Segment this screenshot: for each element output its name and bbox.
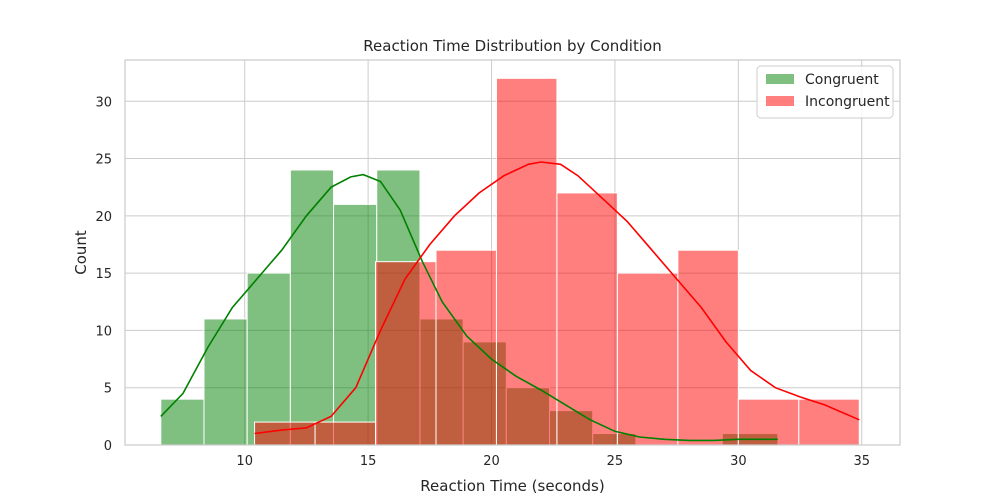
kde-line-congruent: [160, 173, 778, 442]
x-tick-label: 10: [236, 454, 253, 469]
plot-frame: [124, 59, 901, 446]
x-tick-label: 30: [730, 454, 747, 469]
bar-congruent: [203, 318, 248, 446]
legend-label-incongruent: Incongruent: [805, 94, 890, 110]
bar-incongruent: [375, 261, 437, 446]
bar-incongruent: [254, 421, 316, 446]
y-tick-label: 15: [95, 267, 112, 282]
tick-labels: 10 15 20 25 30 35 0 5 10 15 20 25 30: [95, 95, 870, 469]
legend-swatch-congruent: [766, 74, 794, 84]
y-axis-label: Count: [72, 230, 90, 275]
y-tick-label: 25: [95, 153, 112, 168]
bar-incongruent: [616, 272, 679, 446]
legend-swatch-incongruent: [766, 96, 794, 106]
y-tick-label: 0: [104, 439, 112, 454]
bar-incongruent: [314, 421, 377, 446]
bar-congruent: [246, 272, 291, 446]
y-tick-label: 20: [95, 210, 112, 225]
bar-incongruent: [435, 249, 497, 446]
bar-congruent: [289, 169, 335, 446]
bar-incongruent: [737, 398, 800, 446]
bar-incongruent: [556, 192, 618, 446]
chart-title: Reaction Time Distribution by Condition: [363, 37, 661, 55]
kde-curves: [160, 161, 860, 442]
x-tick-label: 15: [360, 454, 377, 469]
y-tick-label: 30: [95, 95, 112, 110]
x-tick-label: 20: [483, 454, 500, 469]
bar-incongruent: [495, 77, 558, 446]
x-tick-label: 25: [607, 454, 624, 469]
y-tick-label: 5: [104, 382, 112, 397]
x-axis-label: Reaction Time (seconds): [420, 477, 604, 495]
bar-congruent: [160, 398, 205, 446]
bar-incongruent: [677, 249, 739, 446]
x-tick-label: 35: [853, 454, 870, 469]
y-tick-label: 10: [95, 324, 112, 339]
legend-label-congruent: Congruent: [805, 72, 879, 88]
bar-congruent: [333, 203, 378, 446]
legend: Congruent Incongruent: [756, 65, 894, 119]
kde-line-incongruent: [254, 161, 860, 435]
